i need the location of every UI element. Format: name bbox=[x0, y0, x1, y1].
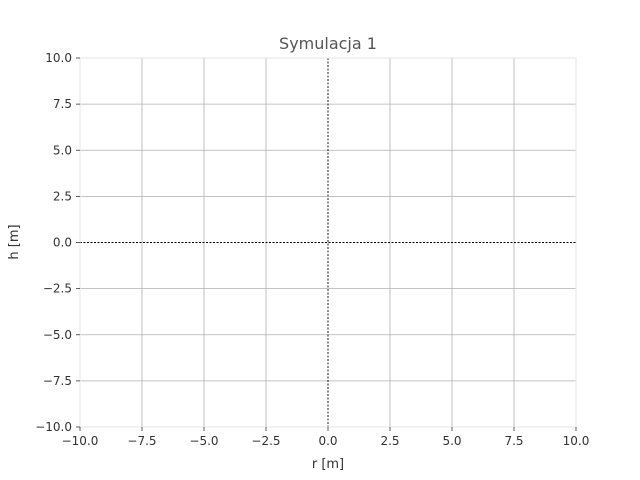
y-tick-label: −2.5 bbox=[43, 282, 72, 296]
x-tick-label: 5.0 bbox=[442, 434, 461, 448]
x-tick-label: 0.0 bbox=[318, 434, 337, 448]
reference-lines bbox=[80, 58, 576, 427]
x-axis-label: r [m] bbox=[312, 457, 344, 472]
y-tick-label: 7.5 bbox=[53, 97, 72, 111]
x-tick-label: −7.5 bbox=[127, 434, 156, 448]
x-tick-label: 2.5 bbox=[380, 434, 399, 448]
y-tick-label: 0.0 bbox=[53, 236, 72, 250]
x-tick-label: 10.0 bbox=[563, 434, 590, 448]
x-tick-label: −2.5 bbox=[251, 434, 280, 448]
x-tick-label: −5.0 bbox=[189, 434, 218, 448]
y-tick-label: 10.0 bbox=[45, 51, 72, 65]
y-tick-label: 5.0 bbox=[53, 143, 72, 157]
chart-title: Symulacja 1 bbox=[279, 34, 377, 53]
y-tick-label: 2.5 bbox=[53, 189, 72, 203]
y-axis-label: h [m] bbox=[7, 224, 22, 259]
y-tick-label: −10.0 bbox=[35, 420, 72, 434]
tick-layer: −10.0 −7.5 −5.0 −2.5 0.0 2.5 5.0 7.5 10.0 −10.0 −7… bbox=[35, 51, 589, 448]
x-tick-label: −10.0 bbox=[62, 434, 99, 448]
y-tick-label: −7.5 bbox=[43, 374, 72, 388]
x-tick-label: 7.5 bbox=[504, 434, 523, 448]
y-tick-label: −5.0 bbox=[43, 328, 72, 342]
